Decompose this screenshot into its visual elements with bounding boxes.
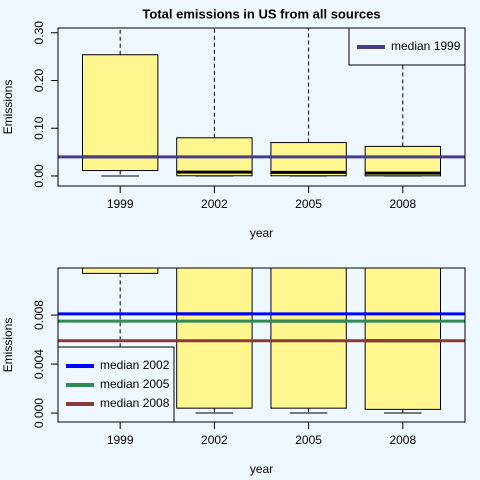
box [81,268,159,274]
box [270,142,347,177]
x-tick-label: 2008 [389,433,416,447]
plot-frame [57,267,466,423]
plot-area [58,28,465,177]
y-axis-label: Emissions [1,80,15,135]
x-tick-label: 2005 [295,197,322,211]
box [81,54,159,172]
x-axis-label: year [250,226,273,240]
plot-area [58,268,465,414]
box [364,145,442,177]
x-tick-label: 1999 [107,197,134,211]
plot-frame [57,27,466,187]
legend-label: median 2002 [100,358,170,372]
y-tick-label: 0.00 [32,164,46,188]
legend-label: median 2005 [100,377,170,391]
x-tick-label: 2002 [201,433,228,447]
box [364,268,442,410]
box [270,268,347,409]
y-tick-label: 0.000 [32,398,46,428]
y-tick-label: 0.004 [32,349,46,379]
x-tick-label: 2002 [201,197,228,211]
box [176,268,253,409]
y-tick-label: 0.30 [32,21,46,45]
legend-label: median 2008 [100,396,170,410]
x-tick-label: 2005 [295,433,322,447]
legend-label: median 1999 [391,39,461,53]
y-tick-label: 0.20 [32,69,46,93]
y-axis-label: Emissions [1,318,15,373]
y-tick-label: 0.10 [32,116,46,140]
x-axis-label: year [250,462,273,476]
chart-title: Total emissions in US from all sources [142,6,380,21]
x-tick-label: 1999 [107,433,134,447]
x-tick-label: 2008 [389,197,416,211]
y-tick-label: 0.008 [32,300,46,330]
